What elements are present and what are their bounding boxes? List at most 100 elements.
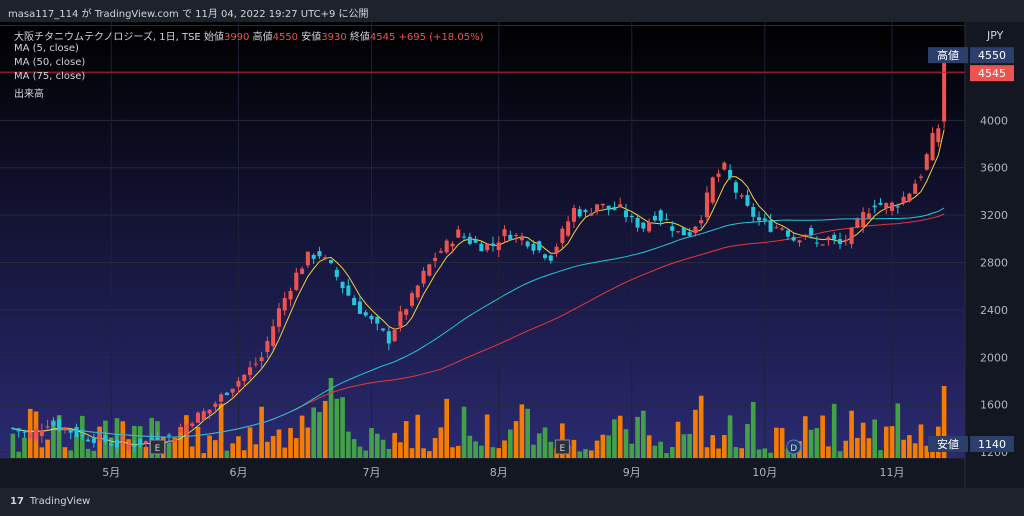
volume-bar — [855, 437, 860, 458]
volume-bar — [450, 447, 455, 458]
volume-bar — [895, 403, 901, 458]
candle-body — [138, 438, 143, 446]
candle-body — [462, 236, 467, 238]
volume-bar — [85, 448, 91, 458]
low-label-text: 安値 — [937, 437, 959, 451]
volume-bar — [779, 427, 785, 458]
symbol-legend: 大阪チタニウムテクノロジーズ, 1日, TSE 始値3990 高値4550 安値… — [14, 28, 483, 43]
candle-body — [259, 357, 264, 362]
x-tick-label: 5月 — [102, 466, 120, 479]
candle-body — [172, 439, 177, 443]
ma5-legend[interactable]: MA (5, close) — [14, 43, 79, 54]
volume-bar — [802, 416, 808, 458]
candle-body — [39, 430, 44, 436]
volume-legend[interactable]: 出来高 — [14, 89, 44, 100]
y-tick-label: 2800 — [980, 257, 1008, 270]
volume-bar — [409, 448, 415, 458]
volume-bar — [635, 416, 640, 458]
volume-bar — [739, 448, 744, 458]
candle-body — [363, 312, 368, 316]
candle-body — [305, 251, 310, 266]
volume-bar — [299, 415, 305, 458]
low-value-tag — [970, 436, 1014, 452]
candle-body — [132, 445, 137, 447]
volume-bar — [502, 440, 507, 458]
volume-bar — [357, 446, 363, 458]
volume-bar — [918, 424, 924, 458]
volume-bar — [716, 448, 721, 458]
y-tick-label: 2000 — [980, 351, 1008, 364]
volume-bar — [293, 438, 299, 458]
candle-body — [537, 241, 542, 251]
candle-body — [803, 234, 808, 236]
ma75-legend[interactable]: MA (75, close) — [14, 71, 86, 82]
volume-bar — [455, 445, 461, 458]
volume-bar — [878, 450, 883, 458]
candle-body — [560, 228, 565, 243]
volume-bar — [519, 404, 525, 458]
volume-bar — [941, 386, 947, 458]
volume-bar — [826, 446, 831, 458]
y-tick-label: 3200 — [980, 209, 1008, 222]
candlestick-chart[interactable]: JPY1200160020002400280032003600400044005… — [0, 22, 1024, 488]
chart-frame[interactable]: JPY1200160020002400280032003600400044005… — [0, 22, 1024, 488]
candle-body — [907, 193, 912, 202]
volume-bar — [583, 449, 588, 458]
volume-bar — [629, 443, 635, 458]
volume-bar — [768, 452, 773, 458]
y-tick-label: 3600 — [980, 162, 1008, 175]
candle-body — [704, 192, 709, 218]
candle-body — [109, 443, 114, 446]
tradingview-logo-icon: 17 — [10, 496, 24, 507]
volume-bar — [479, 445, 484, 458]
volume-bar — [675, 421, 681, 458]
high-value: 4550 — [272, 32, 299, 43]
volume-bar — [236, 436, 241, 458]
volume-bar — [328, 378, 334, 458]
volume-bar — [270, 436, 276, 458]
candle-body — [456, 229, 461, 238]
candle-body — [722, 162, 727, 170]
candle-body — [184, 424, 189, 435]
event-marker-label: E — [155, 444, 161, 454]
candle-body — [699, 220, 704, 224]
candle-body — [282, 298, 287, 311]
y-tick-label: 4000 — [980, 114, 1008, 127]
candle-body — [201, 411, 206, 421]
volume-bar — [224, 450, 230, 458]
candle-body — [525, 241, 530, 247]
candle-body — [577, 209, 582, 217]
event-marker-label: E — [560, 444, 566, 454]
candle-body — [519, 237, 524, 241]
low-label-tag — [928, 436, 968, 452]
candle-body — [340, 281, 345, 289]
candle-body — [612, 207, 617, 210]
volume-bar — [259, 406, 264, 458]
low-value: 3930 — [321, 32, 347, 43]
volume-bar — [68, 450, 74, 458]
candle-body — [936, 128, 941, 143]
volume-bar — [577, 451, 583, 458]
brand-name: TradingView — [29, 496, 91, 507]
y-tick-label: 2400 — [980, 304, 1008, 317]
candle-body — [167, 434, 172, 436]
volume-bar — [525, 408, 530, 458]
candle-body — [352, 298, 357, 305]
candle-body — [872, 205, 877, 208]
volume-bar — [16, 451, 21, 458]
volume-bar — [386, 449, 392, 458]
event-marker-label: D — [790, 444, 797, 454]
volume-bar — [872, 419, 878, 458]
volume-bar — [617, 415, 623, 458]
candle-body — [57, 419, 62, 430]
ma50-legend[interactable]: MA (50, close) — [14, 57, 86, 68]
volume-bar — [253, 444, 259, 458]
candle-body — [91, 438, 96, 444]
candle-body — [866, 213, 871, 219]
tradingview-logo[interactable]: 17 TradingView — [10, 496, 90, 507]
volume-bar — [56, 415, 62, 458]
volume-bar — [536, 433, 542, 458]
candle-body — [433, 257, 438, 261]
volume-bar — [727, 415, 733, 458]
volume-bar — [901, 439, 906, 458]
